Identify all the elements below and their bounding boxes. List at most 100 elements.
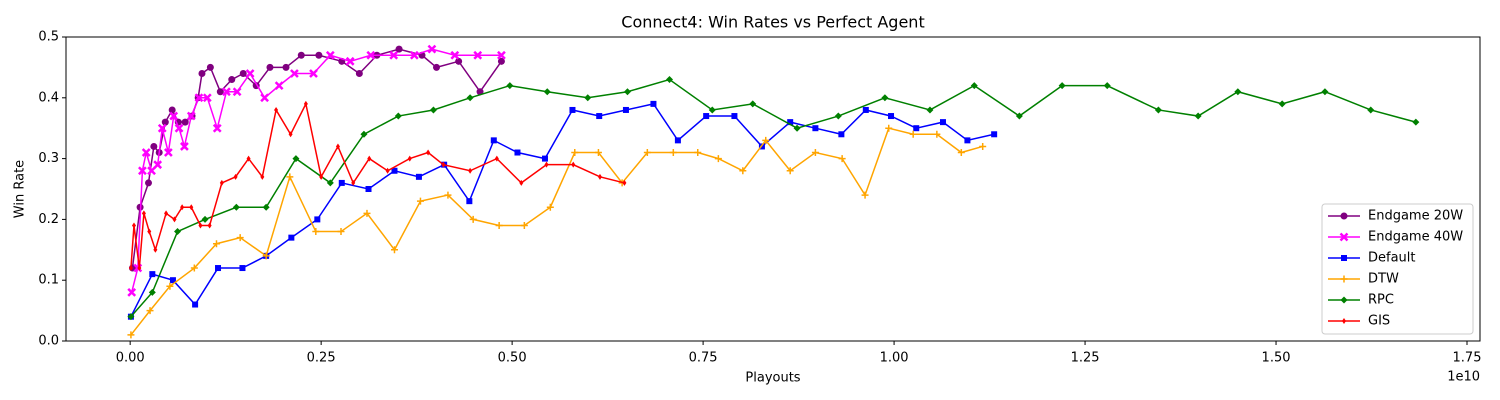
point [385,167,390,174]
point [180,204,185,211]
point [314,216,321,223]
x-tick-label: 1.25 [1071,351,1100,366]
point [147,228,152,235]
point [153,246,158,253]
point [181,118,189,126]
point [262,252,270,260]
point [335,143,340,150]
point [166,282,174,290]
point [161,118,169,126]
point [622,179,627,186]
point [881,94,889,102]
point [497,50,506,60]
point [192,301,199,308]
point [409,50,419,60]
point [201,215,209,223]
x-tick-label: 0.50 [498,351,527,366]
point [571,161,576,168]
point [429,106,437,114]
point [749,100,757,108]
series [128,100,627,272]
y-axis-label: Win Rate [13,160,28,218]
point [739,167,747,175]
point [926,106,934,114]
point [194,93,204,103]
point [145,179,153,187]
point [407,155,412,162]
point [219,179,224,186]
point [455,57,463,65]
y-tick-label: 0.1 [38,273,59,288]
point [888,113,895,120]
point [246,155,251,162]
point [1154,106,1162,114]
point [1321,88,1329,96]
point [432,63,440,71]
point [703,113,710,120]
point [786,167,794,175]
point [650,100,657,107]
series [127,76,1420,321]
x-tick-label: 1.00 [880,351,909,366]
point [584,94,592,102]
point [674,137,681,144]
point [1340,275,1348,283]
point [669,149,677,157]
point [597,173,602,180]
point [232,87,242,97]
point [390,246,398,254]
point [979,142,987,150]
point [1278,100,1286,108]
point [427,44,437,54]
point [202,93,212,103]
point [180,142,189,151]
point [596,113,603,120]
point [326,179,334,187]
point [394,112,402,120]
point [838,131,845,138]
point [365,186,372,192]
point [222,87,231,97]
point [153,160,163,170]
point [189,204,194,211]
point [169,277,176,284]
point [762,136,770,144]
point [351,179,356,186]
point [964,137,971,144]
point [514,149,521,156]
point [198,69,206,77]
point [172,216,177,223]
legend-label: GIS [1368,314,1390,329]
point [933,130,941,138]
point [137,265,142,272]
y-tick-label: 0.2 [38,212,59,227]
point [215,265,222,272]
point [643,149,651,157]
point [186,111,196,121]
point [970,82,978,90]
point [260,93,270,103]
point [520,221,528,229]
point [694,149,702,157]
point [174,228,182,236]
point [345,56,355,66]
point [360,130,368,138]
point [787,119,794,126]
point [1058,82,1066,90]
point [441,161,446,168]
point [426,149,431,156]
point [389,50,399,60]
point [1234,88,1242,96]
point [1103,82,1111,90]
point [622,106,629,113]
point [127,287,137,297]
x-tick-label: 1.50 [1262,351,1291,366]
point [309,69,318,78]
point [288,234,295,241]
point [391,167,398,174]
point [206,63,214,71]
line [130,127,983,336]
point [148,288,156,296]
point [543,88,551,96]
x-offset-label: 1e10 [1447,370,1480,385]
